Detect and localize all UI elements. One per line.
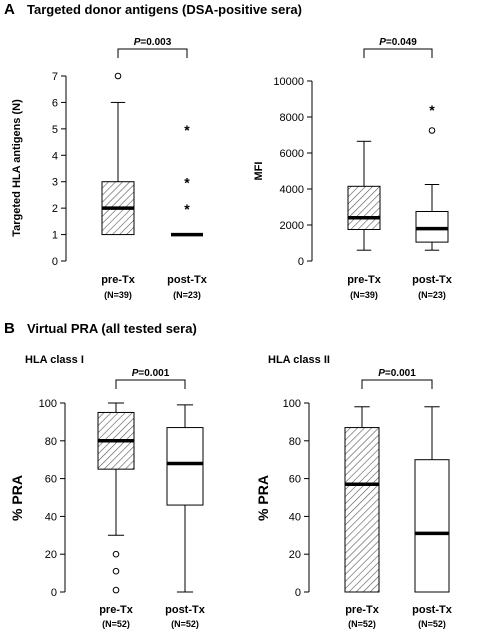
box-group-post-Tx: * * * post-Tx (N=23) xyxy=(167,122,208,300)
box-group-pre-Tx: pre-Tx (N=52) xyxy=(97,402,135,629)
box-iqr xyxy=(414,459,450,593)
outlier-point xyxy=(428,127,436,134)
y-tick-label: 4 xyxy=(52,150,58,162)
box-group-post-Tx: post-Tx (N=52) xyxy=(165,404,206,629)
y-axis-label: MFI xyxy=(253,162,265,181)
y-tick-label: 6000 xyxy=(280,148,304,160)
chart-panel-2: 0 2000 4000 6000 8000 10000 MFI P=0.049 pre-Tx (N… xyxy=(253,37,453,300)
category-label: pre-Tx xyxy=(347,274,382,286)
y-axis-label: % PRA xyxy=(255,475,271,521)
significance-bracket xyxy=(115,379,186,389)
y-tick-label: 80 xyxy=(289,436,301,448)
box-iqr xyxy=(415,211,449,243)
y-axis-label: Targeted HLA antigens (N) xyxy=(11,99,23,237)
p-symbol: P xyxy=(379,37,386,48)
p-value-label: P=0.049 xyxy=(379,37,417,48)
box-group-pre-Tx: pre-Tx (N=52) xyxy=(344,406,380,629)
outlier-point xyxy=(112,567,120,575)
y-tick-label: 7 xyxy=(52,71,58,83)
sample-size-label: (N=52) xyxy=(348,619,376,629)
y-tick-label: 2000 xyxy=(280,220,304,232)
significance-bracket xyxy=(117,48,188,58)
sample-size-label: (N=52) xyxy=(418,619,446,629)
sample-size-label: (N=23) xyxy=(418,290,446,300)
box-group-post-Tx: post-Tx (N=52) xyxy=(412,406,453,629)
extreme-point: * xyxy=(184,122,190,138)
y-tick-label: 1 xyxy=(52,230,58,242)
significance-bracket xyxy=(361,379,433,389)
y-tick-label: 40 xyxy=(45,511,57,523)
p-value-label: P=0.001 xyxy=(378,368,416,379)
y-tick-label: 0 xyxy=(52,256,58,268)
section-b-letter: B xyxy=(4,320,15,337)
chart-panel-4: HLA class II 0 20 40 60 80 100 % PRA P=0.001 pre-… xyxy=(255,354,453,629)
box-group-pre-Tx: pre-Tx (N=39) xyxy=(101,72,136,300)
box-group-pre-Tx: pre-Tx (N=39) xyxy=(347,140,382,300)
panel-title: HLA class II xyxy=(268,354,330,366)
category-label: pre-Tx xyxy=(101,274,136,286)
p-value: =0.049 xyxy=(386,37,417,48)
box-iqr xyxy=(347,185,381,231)
chart-panel-1: 0 1 2 3 4 5 6 7 Targeted HLA antigens (N) P=0.003… xyxy=(11,37,208,300)
category-label: pre-Tx xyxy=(345,604,380,616)
p-value-label: P=0.003 xyxy=(134,37,172,48)
p-symbol: P xyxy=(134,37,141,48)
y-tick-label: 80 xyxy=(45,436,57,448)
panel-title: HLA class I xyxy=(25,354,84,366)
y-tick-label: 0 xyxy=(295,587,301,599)
category-label: post-Tx xyxy=(412,274,453,286)
y-tick-label: 0 xyxy=(298,256,304,268)
extreme-point: * xyxy=(184,201,190,217)
category-label: post-Tx xyxy=(167,274,208,286)
p-value: =0.001 xyxy=(138,368,169,379)
y-tick-label: 60 xyxy=(45,474,57,486)
section-a-title: Targeted donor antigens (DSA-positive se… xyxy=(27,2,302,17)
y-tick-label: 100 xyxy=(39,398,57,410)
extreme-point: * xyxy=(429,102,435,118)
y-tick-label: 3 xyxy=(52,177,58,189)
y-tick-label: 100 xyxy=(283,398,301,410)
y-tick-label: 0 xyxy=(51,587,57,599)
outlier-point xyxy=(112,586,120,594)
outlier-point xyxy=(112,550,120,558)
section-a-letter: A xyxy=(4,1,15,18)
category-label: post-Tx xyxy=(165,604,206,616)
sample-size-label: (N=52) xyxy=(171,619,199,629)
section-b-title: Virtual PRA (all tested sera) xyxy=(27,321,197,336)
p-symbol: P xyxy=(378,368,385,379)
y-tick-label: 20 xyxy=(45,549,57,561)
y-tick-label: 60 xyxy=(289,474,301,486)
category-label: post-Tx xyxy=(412,604,453,616)
extreme-point: * xyxy=(184,175,190,191)
p-symbol: P xyxy=(132,368,139,379)
p-value-label: P=0.001 xyxy=(132,368,170,379)
y-tick-label: 10000 xyxy=(273,76,304,88)
y-tick-label: 5 xyxy=(52,124,58,136)
p-value: =0.001 xyxy=(385,368,416,379)
p-value: =0.003 xyxy=(140,37,171,48)
sample-size-label: (N=52) xyxy=(102,619,130,629)
y-tick-label: 2 xyxy=(52,203,58,215)
sample-size-label: (N=39) xyxy=(104,290,132,300)
outlier-point xyxy=(114,72,122,80)
significance-bracket xyxy=(363,48,433,58)
box-group-post-Tx: * post-Tx (N=23) xyxy=(412,102,453,300)
category-label: pre-Tx xyxy=(99,604,134,616)
y-tick-label: 6 xyxy=(52,97,58,109)
sample-size-label: (N=39) xyxy=(350,290,378,300)
box-iqr xyxy=(344,427,380,593)
y-axis-label: % PRA xyxy=(9,475,25,521)
box-iqr xyxy=(166,427,204,506)
sample-size-label: (N=23) xyxy=(173,290,201,300)
y-tick-label: 40 xyxy=(289,511,301,523)
y-tick-label: 8000 xyxy=(280,112,304,124)
y-tick-label: 4000 xyxy=(280,184,304,196)
chart-panel-3: HLA class I 0 20 40 60 80 100 % PRA P=0.001 pre-T… xyxy=(9,354,206,629)
y-tick-label: 20 xyxy=(289,549,301,561)
